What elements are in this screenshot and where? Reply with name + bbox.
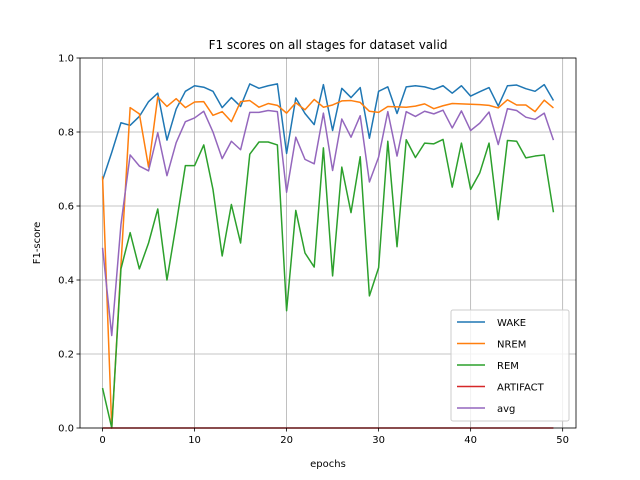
legend-label-avg: avg: [497, 404, 515, 415]
x-tick-label: 50: [556, 435, 569, 446]
y-axis-label: F1-score: [32, 222, 43, 265]
legend-label-rem: REM: [497, 361, 519, 372]
x-tick-label: 10: [188, 435, 201, 446]
legend-label-artifact: ARTIFACT: [497, 383, 545, 394]
x-axis-label: epochs: [310, 459, 346, 470]
x-tick-label: 20: [280, 435, 293, 446]
x-tick-label: 30: [372, 435, 385, 446]
x-tick-label: 0: [99, 435, 105, 446]
legend-label-nrem: NREM: [497, 340, 526, 351]
legend-label-wake: WAKE: [497, 318, 526, 329]
series-line-wake: [101, 83, 555, 181]
y-tick-label: 0.8: [58, 128, 74, 139]
x-tick-label: 40: [464, 435, 477, 446]
series-line-rem: [101, 138, 555, 429]
series-line-nrem: [101, 96, 554, 429]
y-tick-label: 0.4: [58, 276, 74, 287]
y-tick-label: 1.0: [58, 54, 74, 65]
axis-ticks: 0 10 20 30 40 50 0.0 0.2 0.4 0.6 0.8 1.0: [58, 54, 569, 447]
series-line-avg: [101, 107, 555, 337]
chart-title: F1 scores on all stages for dataset vali…: [209, 38, 448, 52]
legend-box: [450, 309, 570, 422]
y-tick-label: 0.2: [58, 350, 74, 361]
plot-frame: [79, 57, 577, 429]
legend: WAKE NREM REM ARTIFACT avg: [450, 309, 570, 422]
y-tick-label: 0.6: [58, 202, 74, 213]
y-tick-label: 0.0: [58, 424, 74, 435]
